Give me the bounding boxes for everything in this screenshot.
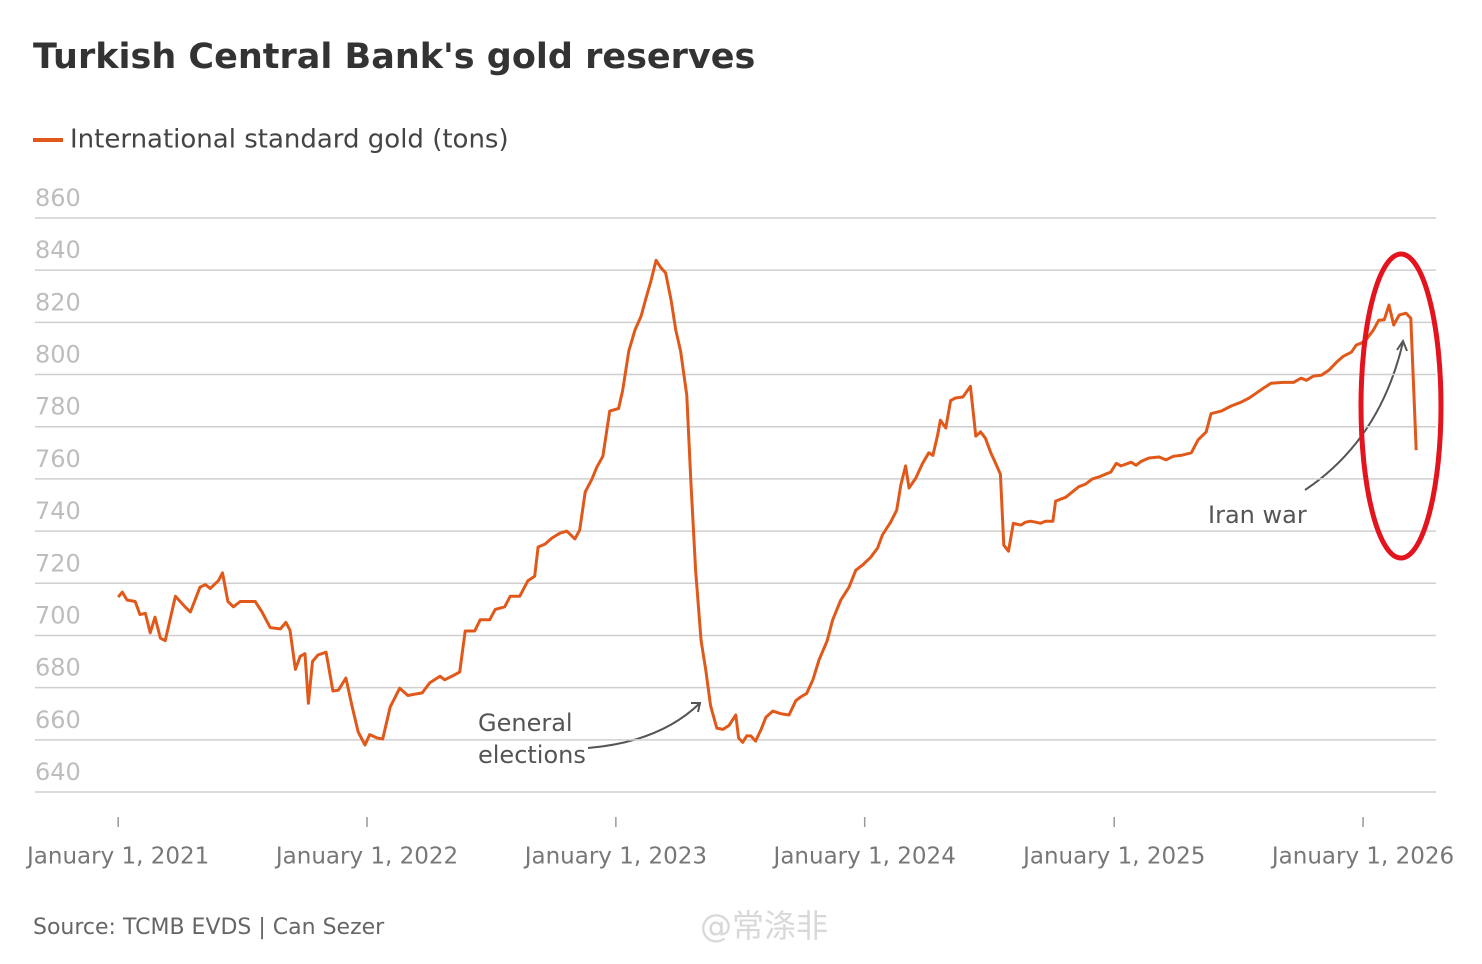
x-tick-label: January 1, 2025 (1021, 844, 1205, 870)
source: Source: TCMB EVDS | Can Sezer (33, 915, 385, 940)
arrow-head (1396, 338, 1408, 352)
annotation-arrow (587, 702, 701, 749)
y-tick-label: 720 (35, 549, 81, 577)
y-tick-label: 820 (35, 288, 81, 316)
series-line (117, 258, 1418, 747)
legend-label: International standard gold (tons) (70, 125, 509, 155)
y-tick-label: 860 (35, 184, 81, 212)
x-tick-label: January 1, 2021 (25, 844, 209, 870)
y-tick-label: 700 (35, 601, 81, 629)
y-tick-label: 680 (35, 654, 81, 682)
y-tick-label: 760 (35, 445, 81, 473)
annotation: Iran war (1208, 501, 1307, 529)
x-tick-label: January 1, 2026 (1270, 844, 1454, 870)
arrow-head (691, 702, 702, 713)
y-tick-label: 780 (35, 393, 81, 421)
y-tick-label: 740 (35, 497, 81, 525)
y-tick-label: 840 (35, 236, 81, 264)
chart-title: Turkish Central Bank's gold reserves (33, 37, 755, 77)
y-tick-label: 660 (35, 706, 81, 734)
x-tick-label: January 1, 2023 (523, 844, 707, 870)
y-tick-label: 800 (35, 341, 81, 369)
y-tick-label: 640 (35, 758, 81, 786)
x-tick-label: January 1, 2022 (274, 844, 458, 870)
annotation: General (478, 709, 573, 737)
x-tick-label: January 1, 2024 (772, 844, 956, 870)
highlight-ellipse (1358, 251, 1444, 561)
watermark: @常涤非 (700, 907, 828, 945)
annotation: elections (478, 741, 586, 769)
annotation-arrow (1304, 341, 1404, 491)
